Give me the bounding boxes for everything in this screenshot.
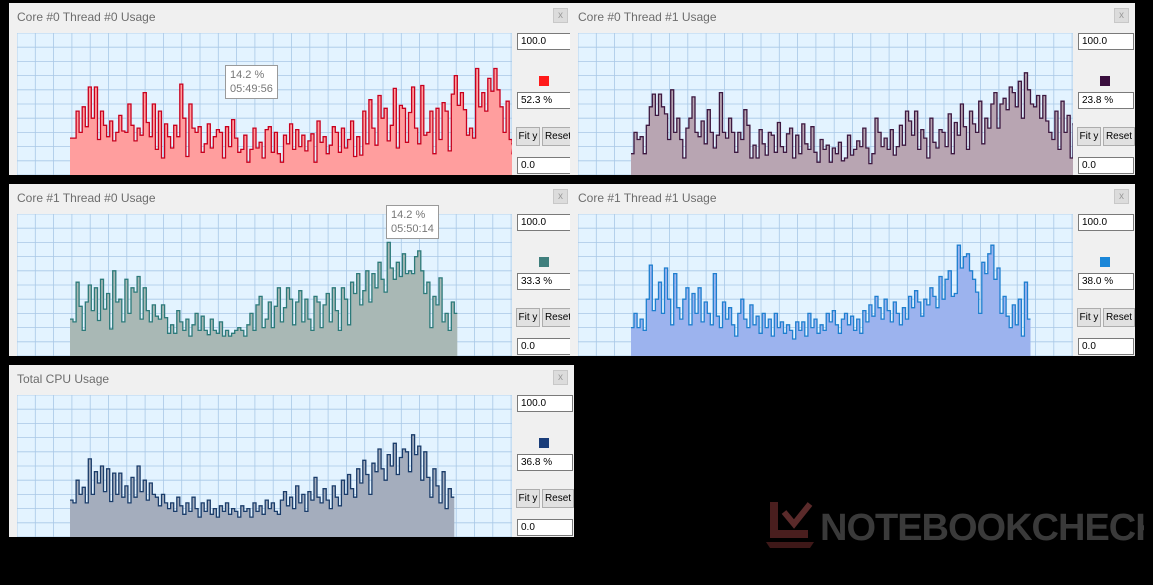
series-color-swatch[interactable] xyxy=(1100,257,1110,267)
tooltip-time: 05:50:14 xyxy=(391,223,434,235)
y-min-field[interactable]: 0.0 xyxy=(517,157,573,174)
usage-line xyxy=(70,434,455,518)
series-color-swatch[interactable] xyxy=(1100,76,1110,86)
usage-chart xyxy=(17,214,512,356)
reset-button[interactable]: Reset xyxy=(1103,308,1135,327)
usage-chart xyxy=(17,395,512,537)
usage-chart xyxy=(578,33,1073,175)
close-button[interactable]: x xyxy=(1114,8,1129,23)
panel-title: Core #1 Thread #0 Usage xyxy=(17,191,156,205)
usage-line xyxy=(70,241,458,337)
reset-button[interactable]: Reset xyxy=(542,489,574,508)
current-value-field: 36.8 % xyxy=(517,454,573,471)
close-button[interactable]: x xyxy=(553,8,568,23)
core1-thread0-panel: Core #1 Thread #0 Usage x 100.0 33.3 % F… xyxy=(9,184,574,356)
panel-title: Core #1 Thread #1 Usage xyxy=(578,191,717,205)
fit-y-button[interactable]: Fit y xyxy=(516,489,540,508)
series-color-swatch[interactable] xyxy=(539,76,549,86)
usage-chart xyxy=(17,33,512,175)
chart-tooltip: 14.2 % 05:50:14 xyxy=(386,205,439,239)
core0-thread0-panel: Core #0 Thread #0 Usage x 100.0 52.3 % F… xyxy=(9,3,574,175)
usage-line xyxy=(631,72,1073,165)
current-value-field: 52.3 % xyxy=(517,92,573,109)
usage-line xyxy=(631,244,1031,340)
usage-area xyxy=(70,242,458,356)
notebookcheck-logo: NOTEBOOKCHECK xyxy=(766,502,1144,549)
usage-area xyxy=(70,68,512,175)
fit-y-button[interactable]: Fit y xyxy=(516,308,540,327)
y-min-field[interactable]: 0.0 xyxy=(517,338,573,355)
reset-button[interactable]: Reset xyxy=(542,308,574,327)
panel-title: Total CPU Usage xyxy=(17,372,110,386)
close-button[interactable]: x xyxy=(553,370,568,385)
y-min-field[interactable]: 0.0 xyxy=(1078,338,1134,355)
y-max-field[interactable]: 100.0 xyxy=(517,214,573,231)
close-button[interactable]: x xyxy=(1114,189,1129,204)
usage-area xyxy=(70,434,455,537)
reset-button[interactable]: Reset xyxy=(1103,127,1135,146)
core0-thread1-panel: Core #0 Thread #1 Usage x 100.0 23.8 % F… xyxy=(570,3,1135,175)
usage-area xyxy=(631,72,1073,175)
logo-text: NOTEBOOKCHECK xyxy=(820,507,1144,549)
series-color-swatch[interactable] xyxy=(539,438,549,448)
core1-thread1-panel: Core #1 Thread #1 Usage x 100.0 38.0 % F… xyxy=(570,184,1135,356)
close-button[interactable]: x xyxy=(553,189,568,204)
panel-title: Core #0 Thread #1 Usage xyxy=(578,10,717,24)
usage-chart xyxy=(578,214,1073,356)
fit-y-button[interactable]: Fit y xyxy=(1077,308,1101,327)
chart-tooltip: 14.2 % 05:49:56 xyxy=(225,65,278,99)
y-min-field[interactable]: 0.0 xyxy=(517,519,573,536)
panel-title: Core #0 Thread #0 Usage xyxy=(17,10,156,24)
usage-line xyxy=(70,67,512,163)
logo-laptop-icon xyxy=(766,502,814,548)
y-min-field[interactable]: 0.0 xyxy=(1078,157,1134,174)
y-max-field[interactable]: 100.0 xyxy=(1078,214,1134,231)
fit-y-button[interactable]: Fit y xyxy=(1077,127,1101,146)
y-max-field[interactable]: 100.0 xyxy=(517,33,573,50)
tooltip-value: 14.2 % xyxy=(230,69,265,81)
total-cpu-panel: Total CPU Usage x 100.0 36.8 % Fit y Res… xyxy=(9,365,574,537)
fit-y-button[interactable]: Fit y xyxy=(516,127,540,146)
tooltip-time: 05:49:56 xyxy=(230,83,273,95)
usage-area xyxy=(631,245,1031,356)
y-max-field[interactable]: 100.0 xyxy=(517,395,573,412)
current-value-field: 23.8 % xyxy=(1078,92,1134,109)
current-value-field: 38.0 % xyxy=(1078,273,1134,290)
y-max-field[interactable]: 100.0 xyxy=(1078,33,1134,50)
series-color-swatch[interactable] xyxy=(539,257,549,267)
current-value-field: 33.3 % xyxy=(517,273,573,290)
tooltip-value: 14.2 % xyxy=(391,209,426,221)
